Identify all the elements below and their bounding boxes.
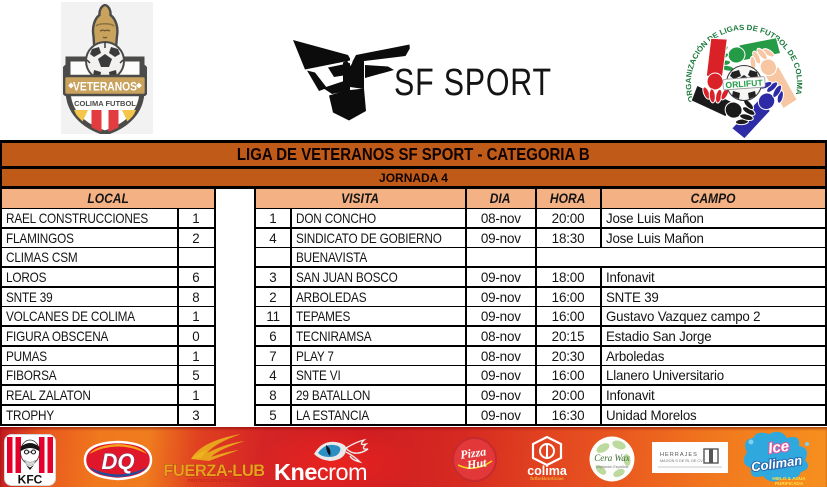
svg-text:HERRAJES: HERRAJES: [660, 452, 698, 458]
svg-text:KFC: KFC: [18, 473, 43, 487]
svg-text:COLIMA FUTBOL: COLIMA FUTBOL: [74, 99, 136, 108]
svg-text:FUERZA-LUB: FUERZA-LUB: [164, 462, 264, 480]
svg-text:VETERANOS: VETERANOS: [73, 82, 137, 94]
svg-text:Cera Wax: Cera Wax: [594, 453, 629, 463]
svg-text:futbol&noticias: futbol&noticias: [530, 476, 564, 480]
svg-text:Depilación Española: Depilación Española: [596, 465, 629, 469]
svg-text:HIELO & AGUA: HIELO & AGUA: [772, 476, 806, 481]
svg-text:MAGON S DE RL DE CV: MAGON S DE RL DE CV: [660, 459, 703, 463]
svg-text:Hut: Hut: [465, 455, 488, 472]
svg-text:Ice: Ice: [767, 438, 790, 458]
svg-text:ORLIFUT: ORLIFUT: [725, 77, 764, 90]
svg-text:PROTECCIÓN EXTREMA: PROTECCIÓN EXTREMA: [187, 477, 240, 483]
svg-text:DQ: DQ: [102, 449, 135, 474]
svg-text:Knecrom: Knecrom: [274, 459, 367, 485]
svg-text:PURIFICADA: PURIFICADA: [775, 481, 804, 486]
svg-text:colima: colima: [527, 464, 568, 478]
svg-text:Pizza: Pizza: [459, 444, 487, 461]
